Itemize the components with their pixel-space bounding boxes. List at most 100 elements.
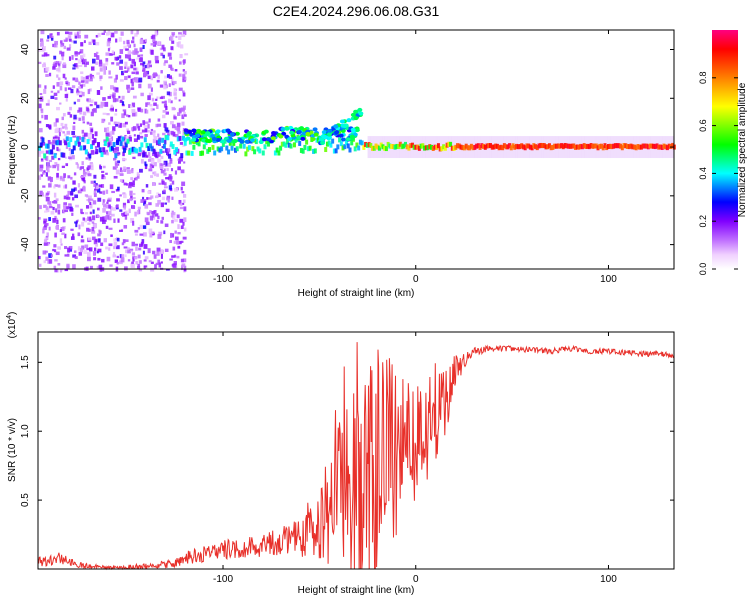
signal-cell: [199, 150, 203, 156]
noise-dot: [66, 263, 70, 267]
signal-cell: [613, 143, 617, 149]
signal-cell: [424, 145, 428, 151]
noise-dot: [162, 190, 166, 195]
noise-dot: [174, 170, 178, 175]
noise-dot: [116, 62, 120, 66]
noise-dot: [183, 249, 187, 255]
noise-dot: [107, 48, 110, 52]
signal-cell: [93, 137, 97, 143]
noise-dot: [89, 104, 93, 107]
noise-dot: [163, 186, 168, 189]
signal-cell: [530, 145, 534, 151]
noise-dot: [154, 213, 159, 217]
noise-dot: [95, 34, 99, 38]
signal-cell: [223, 138, 227, 144]
noise-dot: [142, 232, 147, 237]
noise-dot: [119, 167, 123, 173]
signal-cell: [154, 151, 158, 157]
noise-dot: [121, 214, 125, 217]
noise-dot: [82, 53, 86, 58]
noise-dot: [154, 32, 158, 37]
noise-dot: [40, 40, 44, 43]
noise-dot: [43, 88, 47, 94]
signal-cell: [86, 139, 90, 145]
noise-dot: [96, 188, 101, 193]
noise-dot: [159, 165, 164, 170]
noise-dot: [99, 230, 102, 235]
noise-dot: [81, 177, 85, 181]
noise-dot: [99, 77, 102, 82]
noise-dot: [183, 227, 187, 232]
signal-cell: [204, 140, 208, 146]
noise-dot: [90, 99, 94, 104]
noise-dot: [121, 95, 125, 100]
noise-dot: [155, 123, 159, 128]
signal-cell: [305, 139, 309, 145]
noise-dot: [88, 218, 92, 222]
signal-cell: [544, 144, 548, 150]
noise-dot: [57, 209, 61, 215]
noise-dot: [93, 190, 97, 195]
noise-dot: [149, 131, 153, 135]
signal-blob: [296, 129, 302, 134]
signal-cell: [98, 147, 102, 153]
noise-dot: [170, 100, 173, 104]
noise-dot: [117, 218, 120, 223]
noise-dot: [56, 67, 60, 72]
noise-dot: [77, 86, 82, 89]
noise-dot: [88, 41, 92, 45]
noise-dot: [133, 177, 137, 181]
noise-dot: [102, 151, 107, 155]
noise-dot: [151, 231, 154, 235]
noise-dot: [123, 45, 127, 50]
signal-cell: [206, 148, 210, 154]
signal-cell: [494, 143, 498, 149]
noise-dot: [182, 69, 185, 72]
noise-dot: [130, 195, 133, 201]
noise-dot: [75, 220, 78, 224]
noise-dot: [129, 198, 133, 202]
signal-cell: [126, 138, 130, 144]
signal-cell: [90, 144, 94, 150]
noise-dot: [113, 78, 117, 83]
noise-dot: [105, 58, 109, 62]
noise-dot: [165, 160, 168, 166]
noise-dot: [91, 215, 96, 221]
signal-cell: [116, 140, 120, 146]
noise-dot: [180, 258, 184, 263]
noise-dot: [91, 40, 94, 44]
noise-dot: [150, 75, 154, 81]
noise-dot: [149, 215, 154, 221]
noise-dot: [147, 75, 152, 80]
noise-dot: [163, 123, 167, 128]
noise-dot: [113, 175, 118, 179]
noise-dot: [67, 87, 72, 90]
noise-dot: [83, 249, 88, 254]
noise-dot: [93, 52, 98, 57]
noise-dot: [85, 205, 90, 209]
noise-dot: [121, 101, 125, 106]
noise-dot: [137, 265, 141, 269]
noise-dot: [132, 192, 136, 196]
signal-cell: [586, 143, 590, 149]
noise-dot: [80, 208, 83, 214]
signal-cell: [299, 147, 303, 153]
noise-dot: [85, 157, 88, 160]
noise-dot: [79, 166, 82, 171]
noise-dot: [80, 175, 84, 178]
noise-dot: [122, 202, 127, 208]
signal-cell: [549, 145, 553, 151]
noise-dot: [71, 85, 76, 89]
signal-cell: [518, 144, 522, 150]
signal-cell: [393, 144, 397, 150]
noise-dot: [170, 212, 174, 218]
noise-dot: [167, 133, 170, 136]
signal-cell: [376, 144, 380, 150]
noise-dot: [150, 49, 154, 55]
noise-dot: [97, 233, 101, 237]
noise-dot: [152, 213, 155, 218]
signal-cell: [84, 149, 88, 155]
noise-dot: [120, 31, 124, 36]
noise-dot: [57, 148, 61, 152]
noise-dot: [98, 264, 103, 269]
